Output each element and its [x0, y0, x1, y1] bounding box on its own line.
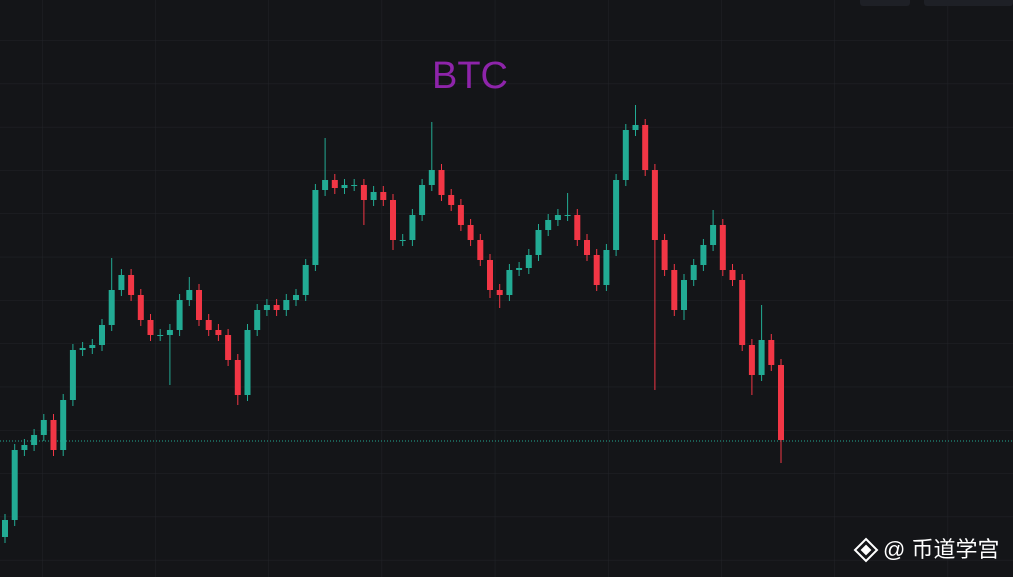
candle-body: [622, 130, 629, 180]
candle-body: [293, 295, 299, 300]
candle-body: [312, 190, 319, 265]
candle-body: [108, 290, 115, 325]
candle-body: [593, 255, 600, 285]
candle-body: [574, 215, 581, 240]
candle-body: [642, 125, 649, 170]
candle-body: [690, 265, 697, 280]
candle-body: [409, 215, 416, 240]
candle-body: [651, 170, 658, 240]
candle-body: [448, 195, 455, 205]
candle-body: [768, 340, 775, 365]
candle-body: [302, 265, 309, 295]
candle-body: [351, 185, 358, 186]
candle-body: [739, 280, 746, 345]
candle-body: [157, 335, 164, 336]
candle-body: [525, 255, 532, 268]
candle-body: [516, 268, 523, 270]
candle-body: [331, 180, 338, 188]
candle-body: [710, 225, 717, 245]
candle-body: [322, 180, 329, 190]
candle-body: [341, 185, 348, 188]
candle-body: [137, 295, 144, 320]
candle-body: [89, 345, 96, 348]
watermark: @ 币道学宫: [883, 537, 999, 562]
candle-body: [128, 275, 135, 295]
candle-body: [487, 260, 493, 290]
candle-body: [69, 350, 76, 400]
candle-body: [661, 240, 668, 270]
candle-body: [496, 290, 503, 295]
candle-body: [681, 280, 687, 310]
candle-body: [225, 335, 232, 360]
chart-title: BTC: [432, 55, 508, 97]
candle-body: [554, 215, 561, 220]
candle-body: [758, 340, 765, 375]
candle-body: [60, 400, 67, 450]
candle-body: [700, 245, 707, 265]
candle-body: [380, 192, 387, 200]
candle-body: [467, 225, 474, 240]
candle-body: [31, 435, 38, 445]
candle-body: [390, 200, 396, 240]
candle-body: [118, 275, 125, 290]
candle-body: [719, 225, 726, 270]
candle-body: [584, 240, 590, 255]
candle-body: [477, 240, 484, 260]
candle-body: [535, 230, 542, 255]
candle-body: [186, 290, 193, 300]
candle-body: [244, 330, 251, 395]
candle-body: [205, 320, 212, 330]
candle-body: [671, 270, 678, 310]
candle-body: [196, 290, 202, 320]
candle-body: [11, 450, 18, 520]
candle-body: [215, 330, 222, 335]
candle-body: [283, 300, 290, 310]
candle-body: [729, 270, 736, 280]
candle-body: [438, 170, 445, 195]
candle-body: [632, 125, 639, 130]
candle-body: [748, 345, 755, 375]
candle-body: [176, 300, 183, 330]
candle-body: [234, 360, 241, 395]
candle-body: [457, 205, 464, 225]
candle-body: [778, 365, 784, 440]
toolbar-button[interactable]: [924, 0, 1013, 6]
candle-body: [21, 445, 28, 450]
candle-body: [147, 320, 154, 335]
candle-body: [506, 270, 513, 295]
candle-body: [545, 220, 552, 230]
candle-body: [370, 192, 377, 200]
candle-body: [613, 180, 620, 250]
candle-body: [254, 310, 261, 330]
candle-body: [428, 170, 435, 185]
candle-body: [399, 240, 406, 241]
candle-body: [40, 420, 47, 435]
candle-body: [564, 215, 571, 216]
candle-body: [166, 330, 173, 335]
candle-body: [50, 420, 57, 450]
candle-body: [79, 348, 86, 350]
watermark-logo: [853, 537, 879, 563]
candle-body: [419, 185, 426, 215]
candle-body: [263, 305, 270, 310]
candle-body: [2, 520, 8, 537]
candle-body: [603, 250, 610, 285]
candle-body: [360, 185, 367, 200]
candle-body: [273, 305, 280, 310]
toolbar-button[interactable]: [860, 0, 910, 6]
candle-body: [99, 325, 105, 345]
